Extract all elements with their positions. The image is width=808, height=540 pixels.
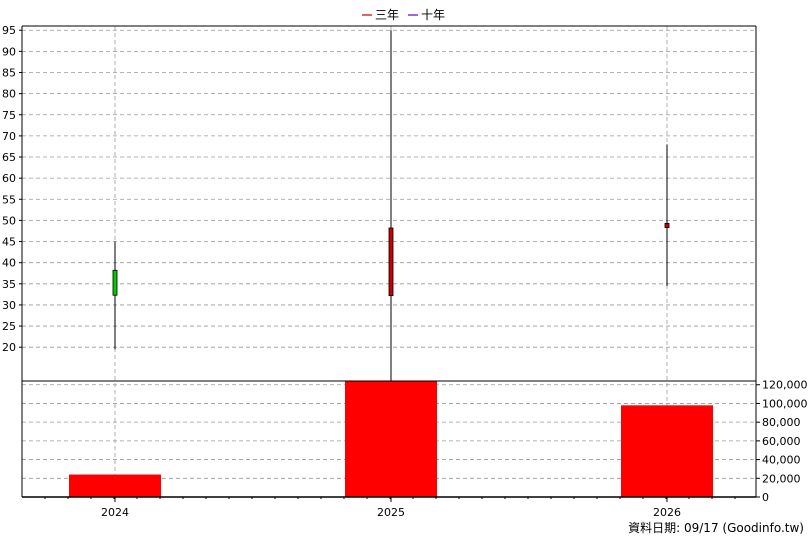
volume-tick-label: 20,000 [762,472,801,485]
price-tick-label: 75 [2,109,16,122]
price-tick-label: 25 [2,320,16,333]
volume-tick-label: 100,000 [762,397,808,410]
x-axis-ticks: 2024 2025 2026 [44,497,736,519]
volume-tick-label: 40,000 [762,454,801,467]
price-tick-label: 35 [2,278,16,291]
footer-date-label: 資料日期: 09/17 (Goodinfo.tw) [628,521,804,535]
x-tick-label: 2026 [653,506,681,519]
legend: 三年 十年 [362,8,445,22]
price-grid [22,29,756,348]
price-tick-label: 60 [2,172,16,185]
price-tick-label: 45 [2,236,16,249]
price-axis-ticks: 20 25 30 35 40 45 50 55 60 65 70 75 80 85 90 95 [2,24,22,354]
price-tick-label: 85 [2,66,16,79]
volume-tick-label: 0 [762,491,769,504]
price-tick-label: 50 [2,214,16,227]
x-tick-label: 2025 [377,506,405,519]
volume-tick-label: 80,000 [762,416,801,429]
axes [21,25,757,498]
price-tick-label: 80 [2,88,16,101]
volume-bars [69,380,713,497]
candle-body [664,222,670,228]
legend-label: 十年 [421,8,445,22]
price-tick-label: 95 [2,24,16,37]
price-tick-label: 40 [2,257,16,270]
price-tick-label: 30 [2,299,16,312]
price-tick-label: 90 [2,45,16,58]
volume-bar [621,405,713,497]
volume-axis-ticks: 0 20,000 40,000 60,000 80,000 100,000 120,000 [756,379,808,504]
price-tick-label: 20 [2,341,16,354]
volume-bar [345,380,437,497]
candle-body [112,269,118,296]
volume-tick-label: 120,000 [762,379,808,392]
legend-label: 三年 [375,8,399,22]
volume-bar [69,474,161,497]
price-tick-label: 55 [2,193,16,206]
price-tick-label: 70 [2,130,16,143]
volume-tick-label: 60,000 [762,435,801,448]
candles [112,30,670,381]
x-tick-label: 2024 [101,506,129,519]
candle-body [388,227,394,297]
price-tick-label: 65 [2,151,16,164]
